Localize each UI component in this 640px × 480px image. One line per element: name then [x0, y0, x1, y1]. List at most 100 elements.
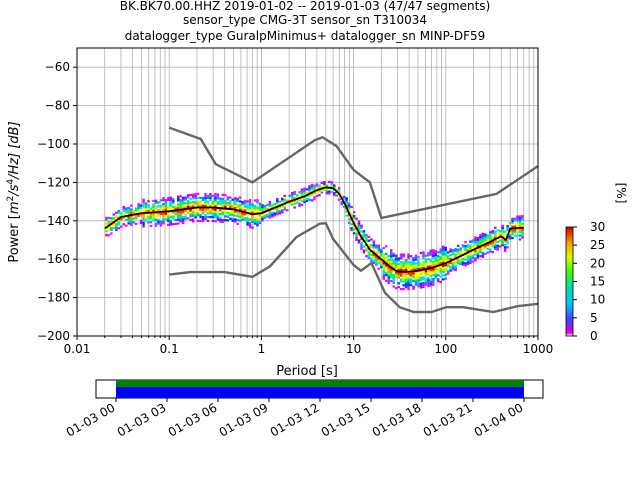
- heatmap-cell: [105, 218, 108, 221]
- heatmap-cell: [392, 262, 395, 265]
- heatmap-cell: [498, 233, 502, 237]
- heatmap-cell: [345, 210, 348, 213]
- heatmap-cell: [303, 191, 306, 194]
- heatmap-cell: [194, 214, 197, 217]
- heatmap-cell: [290, 191, 294, 195]
- heatmap-cell: [362, 234, 366, 237]
- heatmap-cell: [169, 219, 173, 222]
- heatmap-cell: [258, 214, 262, 217]
- heatmap-cell: [394, 265, 398, 269]
- heatmap-cell: [206, 200, 210, 203]
- heatmap-cell: [191, 203, 195, 206]
- heatmap-cell: [129, 204, 133, 207]
- heatmap-cell: [385, 252, 388, 256]
- heatmap-cell: [479, 251, 482, 254]
- heatmap-cell: [231, 198, 234, 201]
- heatmap-cell: [362, 251, 366, 254]
- heatmap-cell: [181, 196, 185, 200]
- heatmap-cell: [513, 223, 517, 226]
- heatmap-cell: [474, 243, 477, 247]
- heatmap-cell: [474, 253, 477, 256]
- heatmap-cell: [117, 219, 121, 222]
- heatmap-cell: [385, 273, 388, 277]
- heatmap-cell: [360, 247, 363, 250]
- heatmap-cell: [424, 279, 428, 282]
- heatmap-cell: [402, 278, 405, 281]
- heatmap-cell: [412, 274, 415, 277]
- heatmap-cell: [238, 219, 242, 222]
- heatmap-cell: [268, 204, 272, 208]
- heatmap-cell: [243, 209, 247, 212]
- heatmap-cell: [204, 192, 207, 196]
- heatmap-cell: [493, 242, 497, 245]
- heatmap-cell: [481, 232, 485, 235]
- heatmap-cell: [394, 271, 398, 274]
- heatmap-cell: [355, 223, 358, 226]
- heatmap-cell: [172, 207, 175, 210]
- heatmap-cell: [409, 283, 413, 287]
- heatmap-cell: [417, 281, 420, 284]
- heatmap-cell: [281, 211, 284, 214]
- heatmap-cell: [189, 197, 192, 200]
- heatmap-cell: [179, 212, 182, 215]
- heatmap-cell: [459, 251, 462, 254]
- heatmap-cell: [189, 193, 192, 197]
- heatmap-cell: [486, 247, 490, 250]
- heatmap-cell: [439, 261, 442, 265]
- heatmap-cell: [352, 232, 356, 235]
- heatmap-cell: [437, 258, 440, 262]
- heatmap-cell: [157, 212, 160, 216]
- heatmap-cell: [352, 214, 356, 218]
- heatmap-cell: [427, 284, 430, 288]
- heatmap-cell: [241, 216, 244, 219]
- heatmap-cell: [345, 199, 348, 202]
- heatmap-cell: [429, 282, 433, 285]
- heatmap-cell: [258, 216, 262, 219]
- heatmap-cell: [392, 275, 395, 279]
- heatmap-cell: [283, 208, 286, 211]
- heatmap-cell: [345, 197, 348, 200]
- heatmap-cell: [226, 219, 230, 222]
- heatmap-cell: [127, 220, 130, 223]
- heatmap-cell: [216, 212, 220, 215]
- heatmap-cell: [347, 206, 351, 209]
- heatmap-cell: [310, 189, 314, 192]
- heatmap-cell: [493, 245, 497, 249]
- heatmap-cell: [479, 255, 482, 258]
- heatmap-cell: [167, 223, 170, 226]
- heatmap-cell: [429, 251, 433, 254]
- heatmap-cell: [392, 264, 395, 267]
- heatmap-cell: [211, 200, 215, 203]
- heatmap-cell: [481, 238, 485, 241]
- heatmap-cell: [231, 206, 234, 209]
- heatmap-cell: [399, 268, 403, 272]
- heatmap-cell: [392, 270, 395, 273]
- heatmap-cell: [313, 188, 316, 191]
- heatmap-cell: [437, 251, 440, 254]
- heatmap-cell: [295, 199, 299, 202]
- heatmap-cell: [231, 212, 234, 215]
- heatmap-cell: [263, 204, 267, 208]
- heatmap-cell: [389, 258, 393, 262]
- heatmap-cell: [263, 206, 267, 210]
- heatmap-cell: [377, 267, 381, 270]
- heatmap-cell: [481, 240, 485, 243]
- heatmap-cell: [323, 188, 326, 191]
- heatmap-cell: [238, 215, 242, 218]
- y-axis-label: Power [m2/s4/Hz] [dB]: [6, 121, 22, 262]
- heatmap-cell: [224, 219, 227, 222]
- heatmap-cell: [248, 218, 252, 221]
- heatmap-cell: [372, 242, 376, 245]
- heatmap-cell: [191, 210, 195, 213]
- heatmap-cell: [169, 200, 173, 203]
- heatmap-cell: [461, 259, 465, 262]
- heatmap-cell: [313, 186, 316, 189]
- heatmap-cell: [149, 213, 153, 216]
- heatmap-cell: [233, 218, 237, 221]
- heatmap-cell: [402, 280, 405, 283]
- heatmap-cell: [474, 241, 477, 245]
- heatmap-cell: [315, 187, 319, 190]
- heatmap-cell: [496, 240, 499, 244]
- heatmap-cell: [196, 200, 200, 203]
- heatmap-cell: [385, 268, 388, 271]
